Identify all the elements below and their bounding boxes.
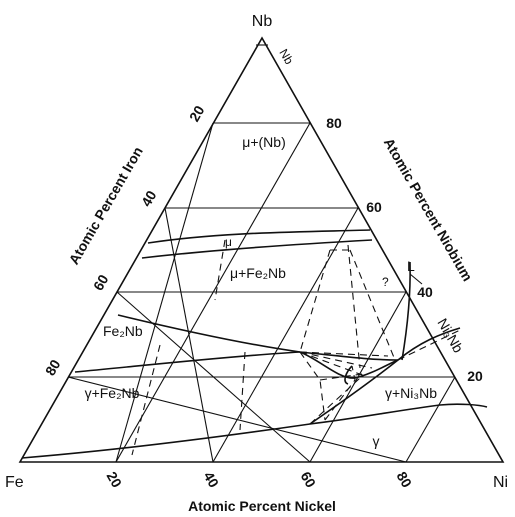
phase-label-fe2nb: Fe₂Nb [103,323,143,339]
axis-title-nickel: Atomic Percent Nickel [188,498,336,514]
grid-lines [67,122,456,463]
phase-boundaries [21,229,488,459]
phase-label-question: ? [382,275,389,289]
tick-label-right: 40 [417,284,433,300]
tick-label-left: 40 [138,188,160,210]
phase-label-gamma: γ [373,433,380,449]
tick-label-right: 60 [366,199,382,215]
tick-label-bottom: 40 [201,469,223,491]
tick-label-right: 20 [467,368,483,384]
phase-label-gamma-ni3nb: γ+Ni₃Nb [385,385,437,401]
phase-label-mu-fe2nb: μ+Fe₂Nb [230,265,286,281]
liquid-leader [409,273,423,285]
corner-label-nb: Nb [252,13,273,30]
tick-label-left: 80 [42,357,64,379]
phase-label-mu: μ [225,235,232,249]
tick-label-right: 80 [326,115,342,131]
phase-label-mu-nb: μ+(Nb) [242,134,285,150]
corner-label-ni: Ni [493,474,508,491]
phase-label-gamma-fe2nb: γ+Fe₂Nb [85,385,140,401]
diagram-frame [18,36,505,463]
phase-label-liquid: L [407,258,415,274]
axis-title-iron: Atomic Percent Iron [65,144,145,267]
tick-label-left: 60 [90,272,112,294]
axis-title-niobium: Atomic Percent Niobium [381,135,476,284]
dashed-boundaries [131,239,461,456]
tick-label-bottom: 60 [298,469,320,491]
tick-label-bottom: 20 [104,469,126,491]
tick-label-bottom: 80 [394,469,416,491]
tick-label-left: 20 [186,103,208,125]
phase-label-nb: Nb [276,47,296,68]
corner-label-fe: Fe [5,474,24,491]
